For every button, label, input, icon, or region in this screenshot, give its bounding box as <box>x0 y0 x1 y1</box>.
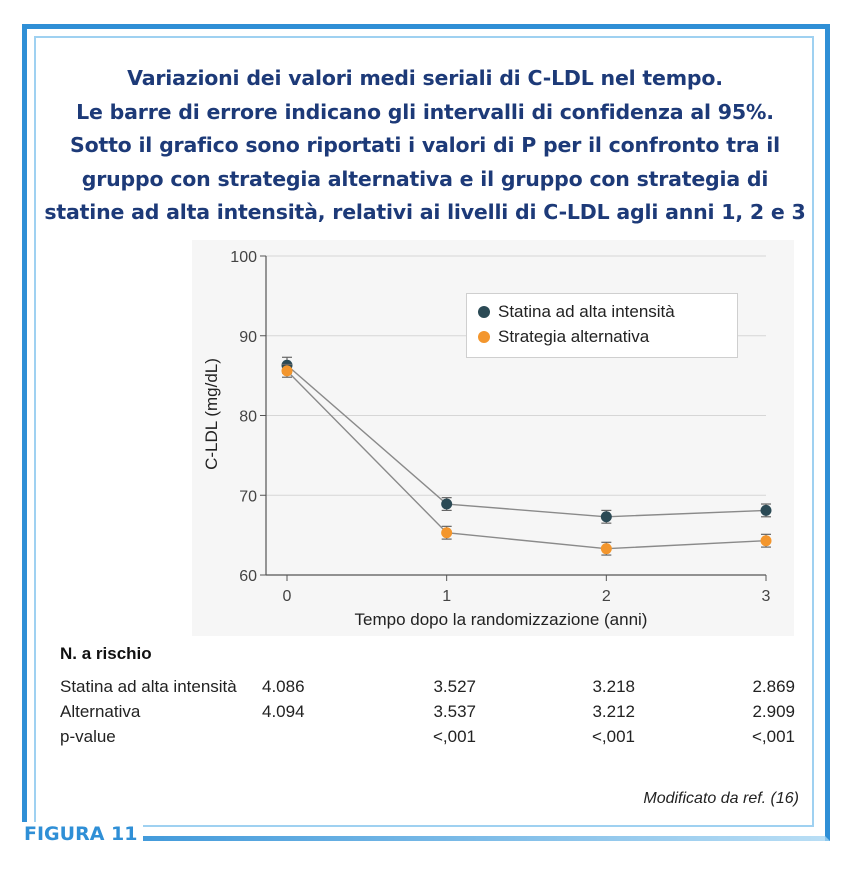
risk-cell: <,001 <box>751 727 795 746</box>
x-axis-label: Tempo dopo la randomizzazione (anni) <box>354 610 648 629</box>
y-axis-label: C-LDL (mg/dL) <box>202 358 221 470</box>
figure-outer-frame <box>22 24 830 841</box>
figure-inner-frame <box>34 36 814 827</box>
x-tick-label: 2 <box>602 588 611 605</box>
data-point-high-intensity <box>760 504 772 516</box>
risk-row-label: p-value <box>60 727 116 746</box>
series-line-alternative <box>286 370 767 550</box>
data-point-high-intensity <box>441 498 453 510</box>
risk-cell: 3.527 <box>433 677 476 696</box>
y-tick-label: 80 <box>239 409 257 426</box>
data-point-alternative <box>760 535 772 547</box>
y-tick-label: 60 <box>239 568 257 585</box>
risk-row-high-intensity: Statina ad alta intensità 4.086 3.527 3.… <box>0 677 853 701</box>
series-line-high-intensity <box>286 364 767 518</box>
risk-cell: 2.909 <box>752 702 795 721</box>
risk-row-label: Alternativa <box>60 702 141 721</box>
legend-item-alternative: Strategia alternativa <box>478 326 649 348</box>
source-note: Modificato da ref. (16) <box>643 790 799 807</box>
risk-cell: 3.212 <box>592 702 635 721</box>
data-point-high-intensity <box>600 511 612 523</box>
risk-table-title: N. a rischio <box>60 644 152 663</box>
x-tick-label: 0 <box>283 588 292 605</box>
chart-legend: Statina ad alta intensità Strategia alte… <box>466 293 738 358</box>
title-line: Sotto il grafico sono riportati i valori… <box>70 133 780 158</box>
risk-cell: 3.537 <box>433 702 476 721</box>
y-tick-label: 100 <box>230 249 257 266</box>
risk-row-p-value: p-value <,001 <,001 <,001 <box>0 727 853 751</box>
risk-cell: 3.218 <box>592 677 635 696</box>
data-point-alternative <box>441 527 453 539</box>
figure-title: Variazioni dei valori medi seriali di C-… <box>40 62 810 230</box>
legend-marker-alternative <box>478 331 490 343</box>
title-line: Variazioni dei valori medi seriali di C-… <box>127 66 723 90</box>
risk-cell: <,001 <box>432 727 476 746</box>
title-line: statine ad alta intensità, relativi ai l… <box>44 200 806 225</box>
x-tick-label: 3 <box>762 588 771 605</box>
title-line: Le barre di errore indicano gli interval… <box>76 99 774 124</box>
legend-label: Strategia alternativa <box>498 327 650 346</box>
risk-cell: 4.086 <box>262 677 305 696</box>
y-tick-label: 90 <box>239 329 257 346</box>
risk-row-label: Statina ad alta intensità <box>60 677 237 696</box>
y-tick-label: 70 <box>239 488 257 505</box>
legend-marker-high-intensity <box>478 306 490 318</box>
risk-row-alternative: Alternativa 4.094 3.537 3.212 2.909 <box>0 702 853 726</box>
data-point-alternative <box>600 543 612 555</box>
risk-cell: 4.094 <box>262 702 305 721</box>
risk-cell: <,001 <box>591 727 635 746</box>
title-line: gruppo con strategia alternativa e il gr… <box>81 166 769 191</box>
legend-item-high-intensity: Statina ad alta intensità <box>478 301 675 323</box>
legend-label: Statina ad alta intensità <box>498 302 675 321</box>
risk-cell: 2.869 <box>752 677 795 696</box>
figure-label: FIGURA 11 <box>18 822 144 846</box>
x-tick-label: 1 <box>442 588 451 605</box>
data-point-alternative <box>281 365 293 377</box>
